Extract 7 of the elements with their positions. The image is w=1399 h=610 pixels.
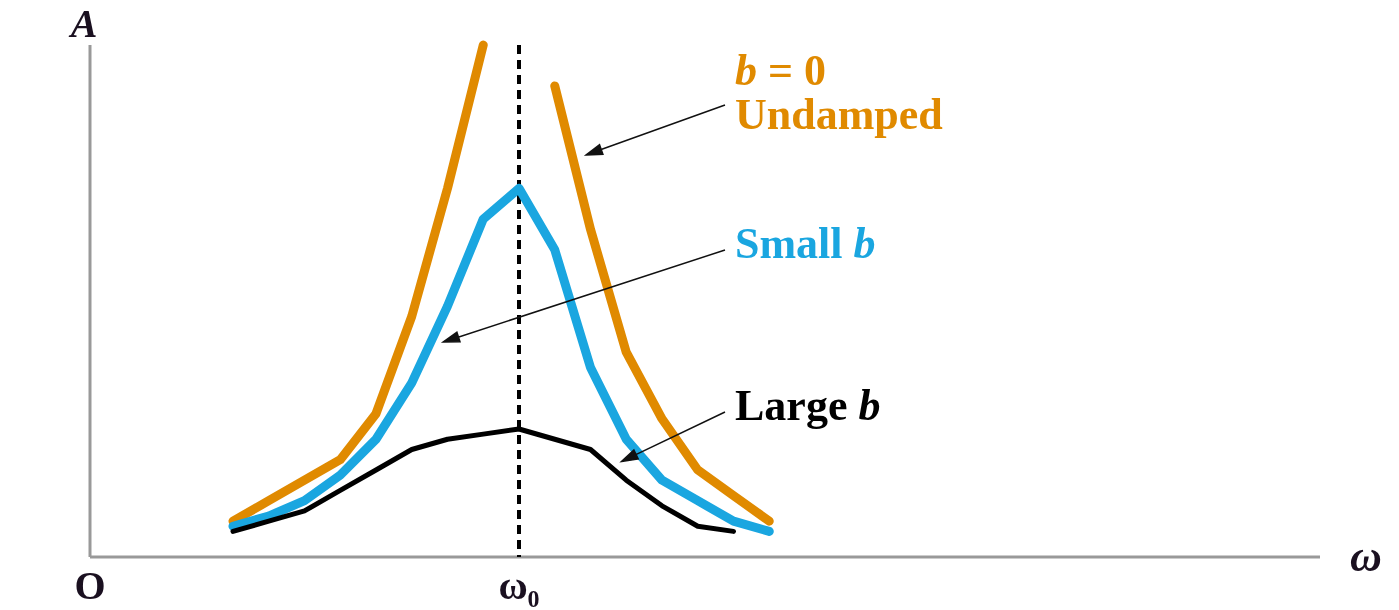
- y-axis-title: A: [67, 1, 98, 46]
- x-axis-title: ω: [1350, 532, 1382, 581]
- text: Small b: [735, 219, 876, 268]
- text: Large b: [735, 381, 881, 430]
- x-tick-label: O: [74, 563, 106, 608]
- x-tick-label: ω₀: [498, 563, 540, 608]
- text: b = 0 Undamped: [735, 46, 943, 139]
